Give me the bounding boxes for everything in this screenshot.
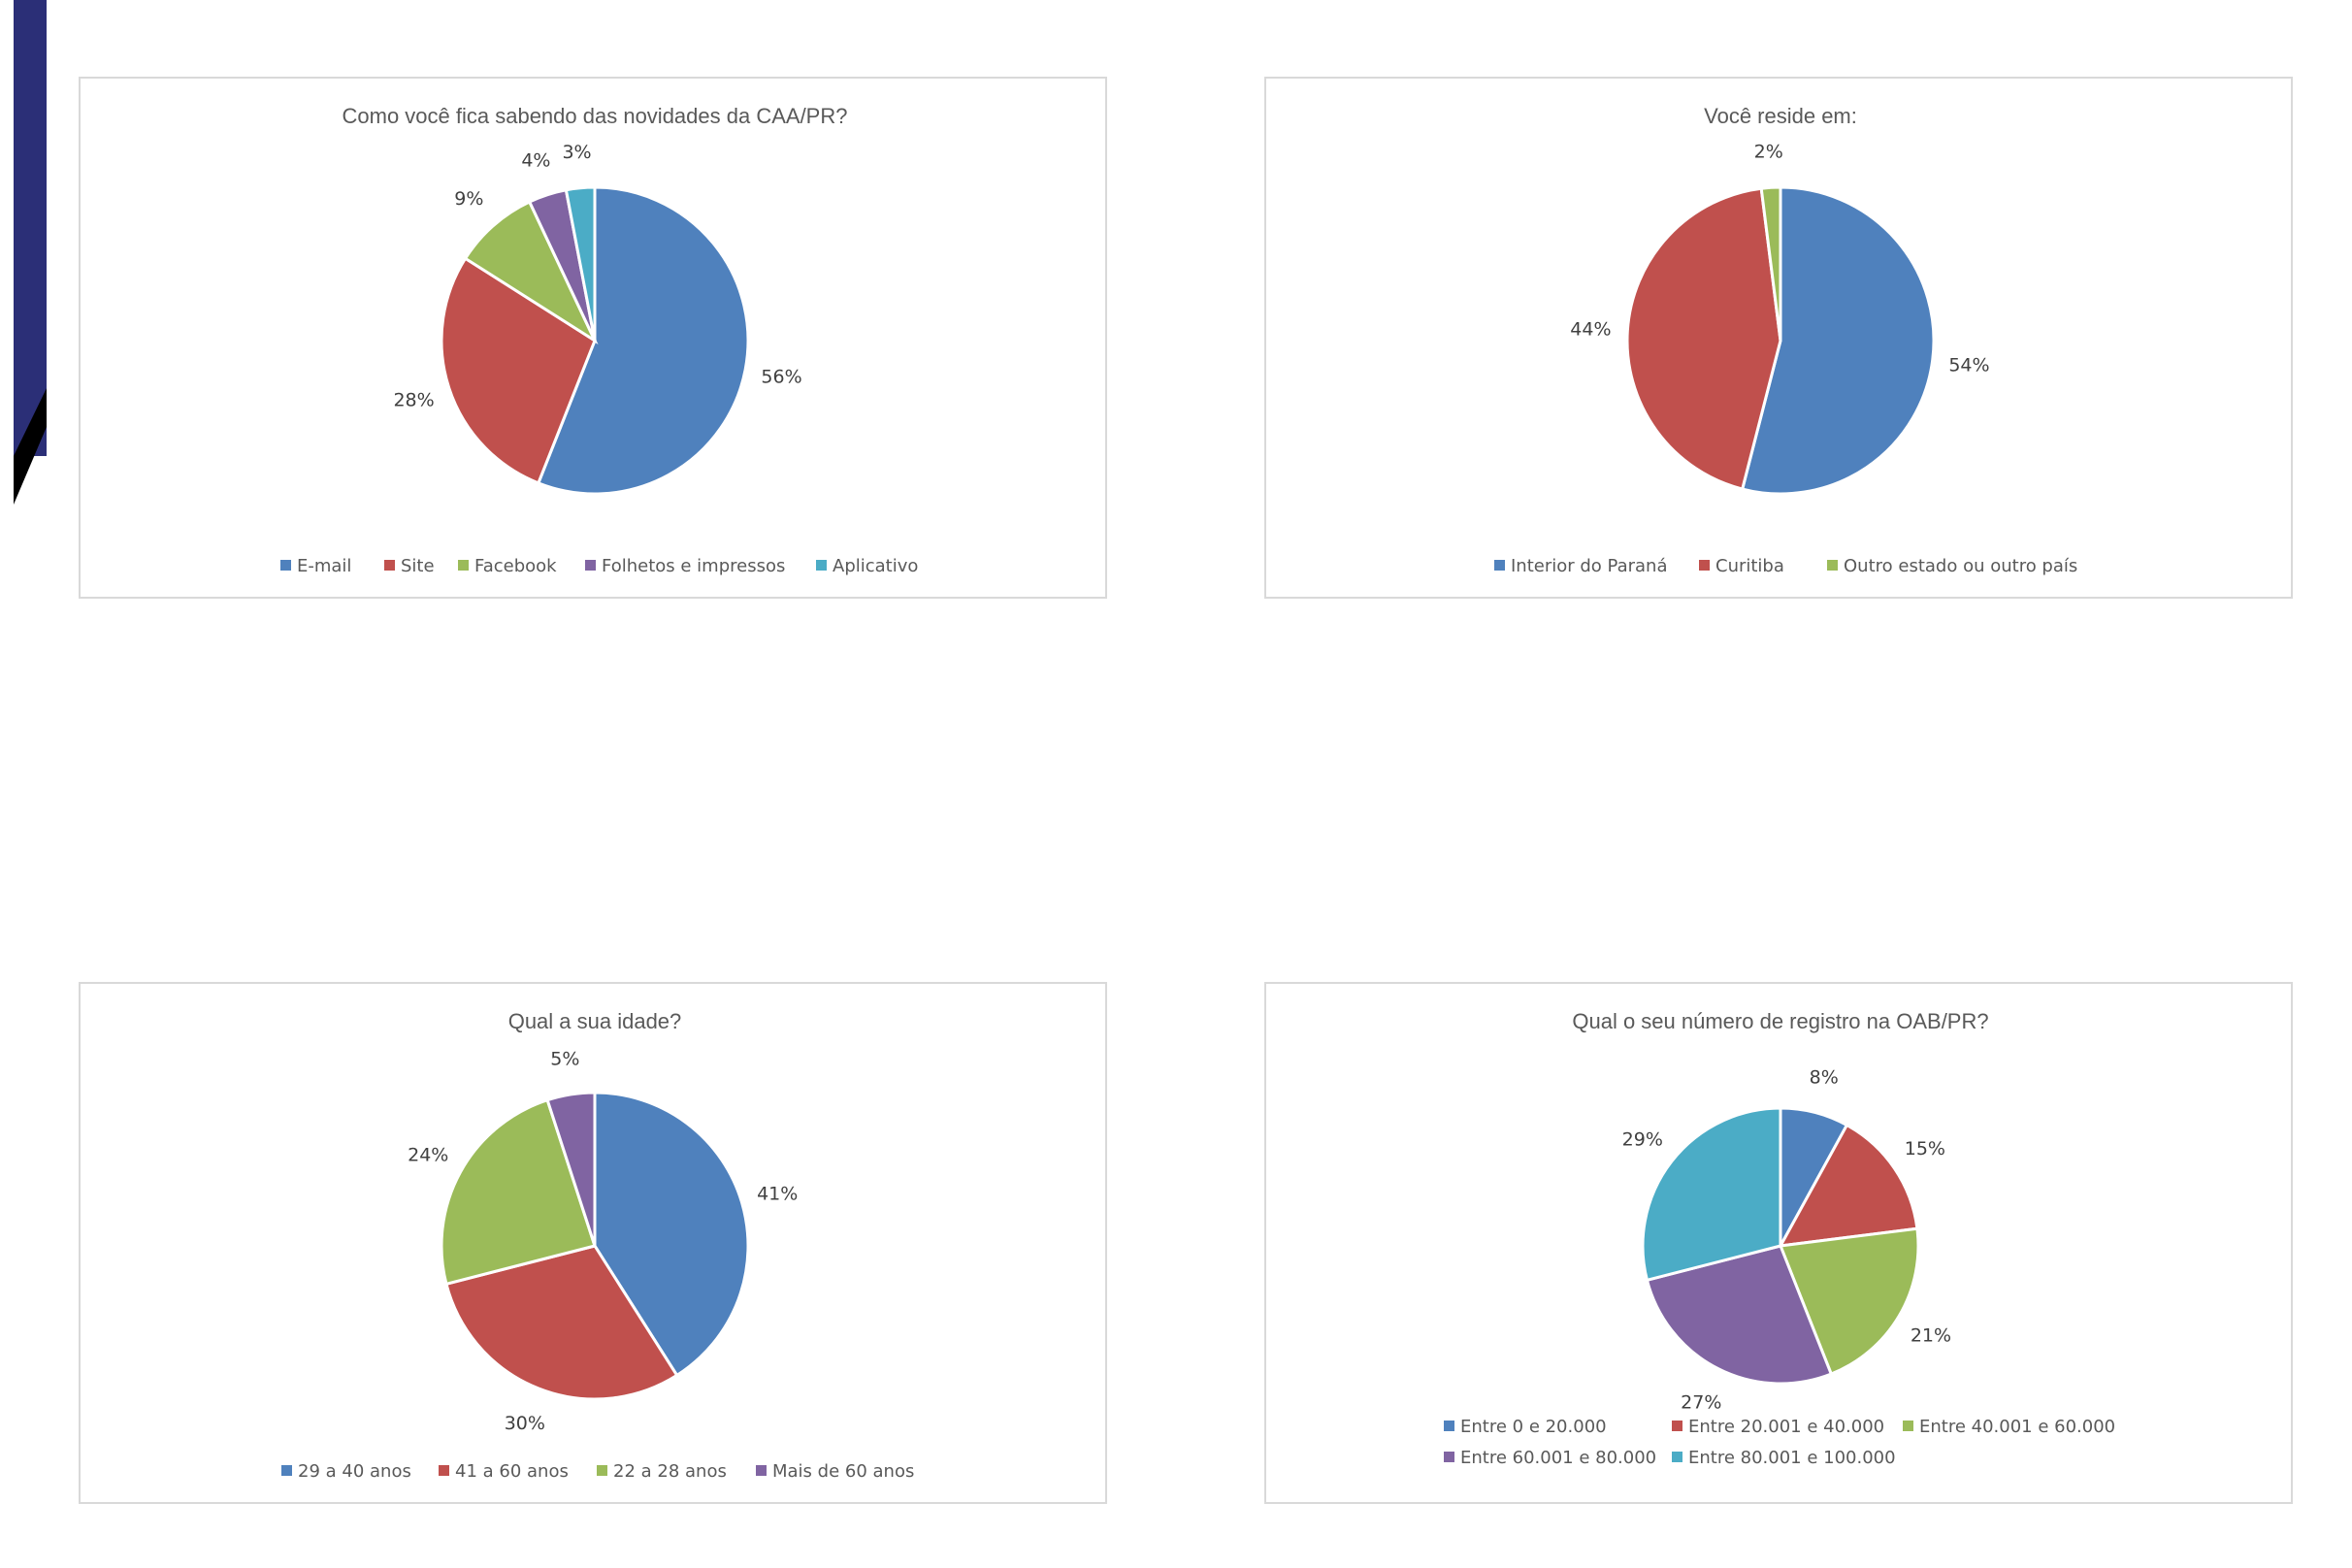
legend-item-facebook: Facebook: [458, 556, 557, 576]
pie-slice-entre-60-001-e-80-000: [1645, 1244, 1834, 1386]
data-label: 4%: [521, 150, 550, 172]
chart-panel-news-source: Como você fica sabendo das novidades da …: [79, 77, 1107, 599]
legend-label: Entre 0 e 20.000: [1460, 1417, 1607, 1437]
sidebar-accent-bar: [14, 0, 47, 456]
data-label: 3%: [562, 142, 591, 163]
legend-item-interior-do-parana: Interior do Paraná: [1494, 556, 1668, 576]
legend-label: Folhetos e impressos: [602, 556, 785, 576]
data-label: 15%: [1905, 1138, 1945, 1160]
data-label: 9%: [454, 188, 483, 210]
pie-slice-41-a-60-anos: [444, 1244, 679, 1401]
pie-slice-entre-40-001-e-60-000: [1778, 1226, 1920, 1376]
pie-slice-e-mail: [536, 185, 750, 496]
legend-item-curitiba: Curitiba: [1699, 556, 1784, 576]
legend-label: Facebook: [474, 556, 557, 576]
legend-item-folhetos-e-impressos: Folhetos e impressos: [585, 556, 785, 576]
pie-slice-entre-20-001-e-40-000: [1778, 1123, 1919, 1248]
legend-swatch: [585, 560, 596, 571]
legend-item-22-a-28-anos: 22 a 28 anos: [597, 1461, 727, 1482]
legend-label: Curitiba: [1715, 556, 1784, 576]
sidebar-accent-tip: [14, 388, 47, 505]
legend-label: Site: [401, 556, 435, 576]
chart-title: Você reside em:: [1704, 104, 1857, 128]
legend-item-aplicativo: Aplicativo: [816, 556, 918, 576]
legend-item-site: Site: [384, 556, 435, 576]
legend-swatch: [280, 560, 291, 571]
data-label: 28%: [393, 390, 434, 411]
legend-item-outro-estado-ou-outro-pais: Outro estado ou outro país: [1827, 556, 2077, 576]
legend-label: Entre 60.001 e 80.000: [1460, 1448, 1656, 1468]
legend-item-entre-20-001-e-40-000: Entre 20.001 e 40.000: [1672, 1417, 1884, 1437]
chart-title: Qual o seu número de registro na OAB/PR?: [1572, 1009, 1988, 1033]
data-label: 29%: [1622, 1129, 1663, 1151]
pie-slice-entre-80-001-e-100-000: [1641, 1106, 1782, 1283]
legend-item-41-a-60-anos: 41 a 60 anos: [439, 1461, 569, 1482]
pie-slice-aplicativo: [564, 185, 597, 342]
legend-swatch: [1903, 1421, 1913, 1431]
legend-swatch: [439, 1465, 449, 1476]
pie-slice-curitiba: [1625, 186, 1782, 491]
legend-item-entre-60-001-e-80-000: Entre 60.001 e 80.000: [1444, 1448, 1656, 1468]
legend-swatch: [816, 560, 827, 571]
pie-slice-mais-de-60-anos: [545, 1091, 597, 1247]
data-label: 21%: [1911, 1325, 1951, 1347]
legend-swatch: [281, 1465, 292, 1476]
pie-chart-age: Qual a sua idade? 41% 30% 24% 5% 29 a 40 anos…: [281, 1009, 914, 1482]
data-label: 24%: [408, 1145, 448, 1166]
chart-panel-oab-registration: Qual o seu número de registro na OAB/PR?…: [1264, 982, 2293, 1504]
legend-item-e-mail: E-mail: [280, 556, 351, 576]
chart-panel-residence: Você reside em: 54% 44% 2% Interior do Paran…: [1264, 77, 2293, 599]
chart-title: Qual a sua idade?: [508, 1009, 682, 1033]
legend-swatch: [1827, 560, 1838, 571]
data-label: 30%: [505, 1413, 545, 1434]
pie-chart-news-source: Como você fica sabendo das novidades da …: [280, 104, 918, 576]
legend-swatch: [384, 560, 395, 571]
chart-panel-age: Qual a sua idade? 41% 30% 24% 5% 29 a 40 anos…: [79, 982, 1107, 1504]
legend-swatch: [1494, 560, 1505, 571]
legend-item-29-a-40-anos: 29 a 40 anos: [281, 1461, 411, 1482]
legend-swatch: [1444, 1452, 1454, 1462]
data-label: 5%: [550, 1048, 579, 1069]
pie-slice-facebook: [463, 200, 599, 345]
legend-item-entre-0-e-20-000: Entre 0 e 20.000: [1444, 1417, 1607, 1437]
pie-chart-oab-registration: Qual o seu número de registro na OAB/PR?…: [1444, 1009, 2115, 1468]
legend-label: 22 a 28 anos: [613, 1461, 727, 1482]
pie-chart-residence: Você reside em: 54% 44% 2% Interior do Paran…: [1494, 104, 2077, 576]
data-label: 8%: [1810, 1067, 1839, 1089]
legend-swatch: [1672, 1452, 1682, 1462]
data-label: 2%: [1754, 141, 1783, 162]
data-label: 56%: [761, 367, 801, 388]
legend-swatch: [458, 560, 469, 571]
legend-label: Entre 20.001 e 40.000: [1688, 1417, 1884, 1437]
legend-swatch: [597, 1465, 607, 1476]
legend-label: Mais de 60 anos: [772, 1461, 914, 1482]
pie-slice-site: [440, 256, 597, 485]
data-label: 41%: [757, 1183, 798, 1204]
data-label: 27%: [1681, 1391, 1721, 1413]
pie-slice-22-a-28-anos: [440, 1097, 597, 1287]
legend-swatch: [756, 1465, 767, 1476]
legend-label: Outro estado ou outro país: [1844, 556, 2077, 576]
legend-swatch: [1444, 1421, 1454, 1431]
legend-item-mais-de-60-anos: Mais de 60 anos: [756, 1461, 914, 1482]
legend-label: Interior do Paraná: [1511, 556, 1668, 576]
legend-item-entre-40-001-e-60-000: Entre 40.001 e 60.000: [1903, 1417, 2115, 1437]
legend-item-entre-80-001-e-100-000: Entre 80.001 e 100.000: [1672, 1448, 1896, 1468]
pie-slice-outro-estado-ou-outro-pais: [1759, 185, 1782, 342]
data-label: 54%: [1948, 355, 1989, 376]
legend-label: Entre 40.001 e 60.000: [1919, 1417, 2115, 1437]
data-label: 44%: [1570, 319, 1611, 341]
pie-slice-interior-do-parana: [1740, 185, 1936, 496]
chart-title: Como você fica sabendo das novidades da …: [343, 104, 848, 128]
legend-label: Entre 80.001 e 100.000: [1688, 1448, 1896, 1468]
legend-label: Aplicativo: [833, 556, 918, 576]
legend-swatch: [1699, 560, 1710, 571]
legend-swatch: [1672, 1421, 1682, 1431]
legend-label: E-mail: [297, 556, 351, 576]
legend-label: 29 a 40 anos: [298, 1461, 411, 1482]
legend-label: 41 a 60 anos: [455, 1461, 569, 1482]
